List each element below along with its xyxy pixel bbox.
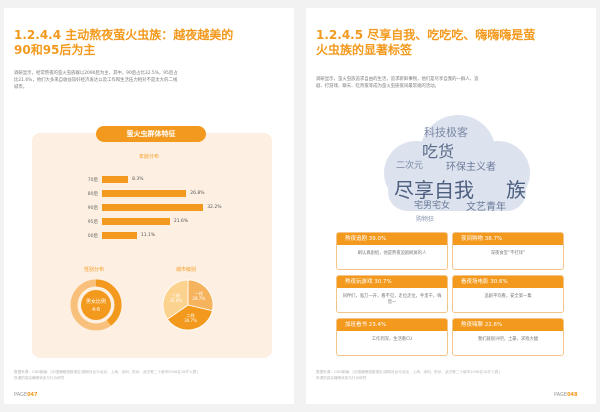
activity-card-title: 夜间购物 38.7% <box>453 233 563 245</box>
left-paragraph-line2: 比21.6%，他们大多来自收益较好经济发达以及工作和生活压力相对不是太大的二线 <box>14 78 178 83</box>
age-bar-value: 8.3% <box>132 177 144 182</box>
gender-donut-arc <box>70 279 122 331</box>
word-cloud-term: 购物狂 <box>416 216 435 223</box>
word-cloud-shape <box>384 115 530 211</box>
activity-card-description: 工作到深，生活看CU <box>371 337 413 342</box>
right-paragraph-line2: 剧、打游戏、聊天、吃宵夜等成为萤火虫族夜间最常规的活动。 <box>316 84 439 89</box>
left-heading: 1.2.4.4 主动熬夜萤火虫族：越夜越美的 90和95后为主 <box>14 28 233 58</box>
activity-card-description: 深夜食堂“不打烊” <box>490 251 526 256</box>
right-heading-line2: 火虫族的显著标签 <box>316 43 413 57</box>
right-page-number: PAGE048 <box>554 392 578 398</box>
right-heading-line1: 1.2.4.5 尽享自我、吃吃吃、嗨嗨嗨是萤 <box>316 28 536 42</box>
activity-card: 熬夜追剧 39.0% 刷认真剧组，他是熬夜追剧刷屏的人 <box>336 232 448 270</box>
age-bar-label: 70后 <box>87 178 98 183</box>
left-page: 1.2.4.4 主动熬夜萤火虫族：越夜越美的 90和95后为主 调研显示，经常熬… <box>4 8 294 404</box>
characteristics-panel <box>32 133 272 358</box>
age-bar-label: 90后 <box>87 206 98 211</box>
right-footnote-line2: 所调的真实睡眠状态与行为研究 <box>316 375 367 380</box>
activity-card: 夜间购物 38.7% 深夜食堂“不打烊” <box>452 232 564 270</box>
city-pie-slice <box>166 304 213 331</box>
city-pie-label: 三线 <box>172 292 180 298</box>
activity-card-description: 同伴们，鬼刀一开，看不见，走位走位，手里干，嗨皆一 <box>342 294 442 305</box>
activity-card: 加班看书 23.4% 工作到深，生活看CU <box>336 318 448 356</box>
age-bar-value: 26.8% <box>190 191 205 196</box>
word-cloud-term: 环保主义者 <box>446 162 496 173</box>
section-title: 萤火虫群体特征 <box>96 126 206 142</box>
right-page-label: PAGE <box>554 392 568 398</box>
word-cloud-term: 吃货 <box>422 142 455 161</box>
age-bar-value: 11.1% <box>140 233 156 238</box>
gender-center-label: 男女比例 <box>86 298 106 305</box>
right-page: 1.2.4.5 尽享自我、吃吃吃、嗨嗨嗨是萤 火虫族的显著标签 调研显示，萤火虫… <box>306 8 596 404</box>
age-bar <box>102 190 187 197</box>
age-bar-label: 95后 <box>87 220 98 225</box>
left-paragraph-line3: 城市。 <box>14 85 28 90</box>
city-pie-label: 一线 <box>195 290 203 296</box>
city-pie-slice <box>162 279 189 320</box>
left-page-number-value: 047 <box>27 392 38 398</box>
left-heading-line2: 90和95后为主 <box>14 43 96 57</box>
left-footnote-line2: 所调的真实睡眠状态与行为研究 <box>14 375 65 380</box>
word-cloud-term: 尽享自我 <box>394 178 474 202</box>
word-cloud-term: 族 <box>506 178 526 202</box>
word-cloud-term: 宅男宅女 <box>414 201 451 211</box>
age-bar <box>102 176 129 183</box>
city-pie-label: 34.6% <box>169 298 182 303</box>
right-paragraph-line1: 调研显示，萤火虫族追求自由的生活，追求新鲜事物，他们是尽享自我的一群人，追 <box>316 77 479 82</box>
age-bar <box>102 204 204 211</box>
city-pie-slice <box>187 279 214 312</box>
right-page-number-value: 048 <box>567 392 578 398</box>
left-page-number: PAGE047 <box>14 392 38 398</box>
left-footnote-line1: 数据来源：CBD新编：[中国睡眠指数报告|调研对比中北京、上海、深圳、杭州、武汉… <box>14 370 198 374</box>
activity-card: 熬夜玩游戏 30.7% 同伴们，鬼刀一开，看不见，走位走位，手里干，嗨皆一 <box>336 275 448 313</box>
activity-card: 熬夜嗨聊 22.6% 我们就很兴吧，土豪，求抱大腿 <box>452 318 564 356</box>
right-heading: 1.2.4.5 尽享自我、吃吃吃、嗨嗨嗨是萤 火虫族的显著标签 <box>316 28 535 58</box>
activity-card-description: 我们就很兴吧，土豪，求抱大腿 <box>477 337 539 342</box>
activity-card-title: 加班看书 23.4% <box>337 319 447 331</box>
right-footnote-line1: 数据来源：CBD新编：[中国睡眠指数报告|调研对比中北京、上海、深圳、杭州、武汉… <box>316 370 500 374</box>
city-pie-label: 36.7% <box>184 318 197 323</box>
left-heading-line1: 1.2.4.4 主动熬夜萤火虫族：越夜越美的 <box>14 28 234 42</box>
word-cloud-term: 文艺青年 <box>466 202 506 213</box>
right-footnote: 数据来源：CBD新编：[中国睡眠指数报告|调研对比中北京、上海、深圳、杭州、武汉… <box>316 370 588 381</box>
gender-title: 性别分布 <box>83 267 104 273</box>
age-title: 年龄分布 <box>138 154 159 160</box>
gender-center-ratio: 4:6 <box>92 307 100 313</box>
gender-donut-center <box>81 290 111 320</box>
activity-card-title: 熬夜追剧 39.0% <box>337 233 447 245</box>
activity-card-title: 熬夜玩游戏 30.7% <box>337 276 447 288</box>
left-paragraph-line1: 调研显示，经常熬夜的萤火虫族群以2090后为主，其中，90后占比32.5%，95… <box>14 71 178 76</box>
gender-donut-chart: 男女比例 4:6 <box>70 279 122 331</box>
activity-card-description: 追剧平均看，安全第一集 <box>484 294 532 299</box>
activity-card-description: 刷认真剧组，他是熬夜追剧刷屏的人 <box>357 251 427 256</box>
activity-card-title: 熬夜嗨聊 22.6% <box>453 319 563 331</box>
right-paragraph: 调研显示，萤火虫族追求自由的生活，追求新鲜事物，他们是尽享自我的一群人，追 剧、… <box>316 76 588 90</box>
word-cloud-term: 二次元 <box>396 161 424 171</box>
city-title: 城市级别 <box>175 267 196 273</box>
city-pie-label: 二线 <box>187 312 195 318</box>
left-footnote: 数据来源：CBD新编：[中国睡眠指数报告|调研对比中北京、上海、深圳、杭州、武汉… <box>14 370 286 381</box>
word-cloud-term: 科技极客 <box>424 126 468 139</box>
age-bar-label: 00后 <box>87 234 98 239</box>
left-page-label: PAGE <box>14 392 28 398</box>
left-paragraph: 调研显示，经常熬夜的萤火虫族群以2090后为主，其中，90后占比32.5%，95… <box>14 70 286 91</box>
age-bar <box>102 218 170 225</box>
age-bar-label: 80后 <box>87 192 98 197</box>
activity-card-title: 看夜场电影 30.6% <box>453 276 563 288</box>
age-bar-value: 32.2% <box>207 205 222 210</box>
activity-card: 看夜场电影 30.6% 追剧平均看，安全第一集 <box>452 275 564 313</box>
age-bar <box>102 232 137 239</box>
age-bar-value: 21.6% <box>173 219 189 224</box>
city-pie-label: 28.7% <box>192 296 205 301</box>
